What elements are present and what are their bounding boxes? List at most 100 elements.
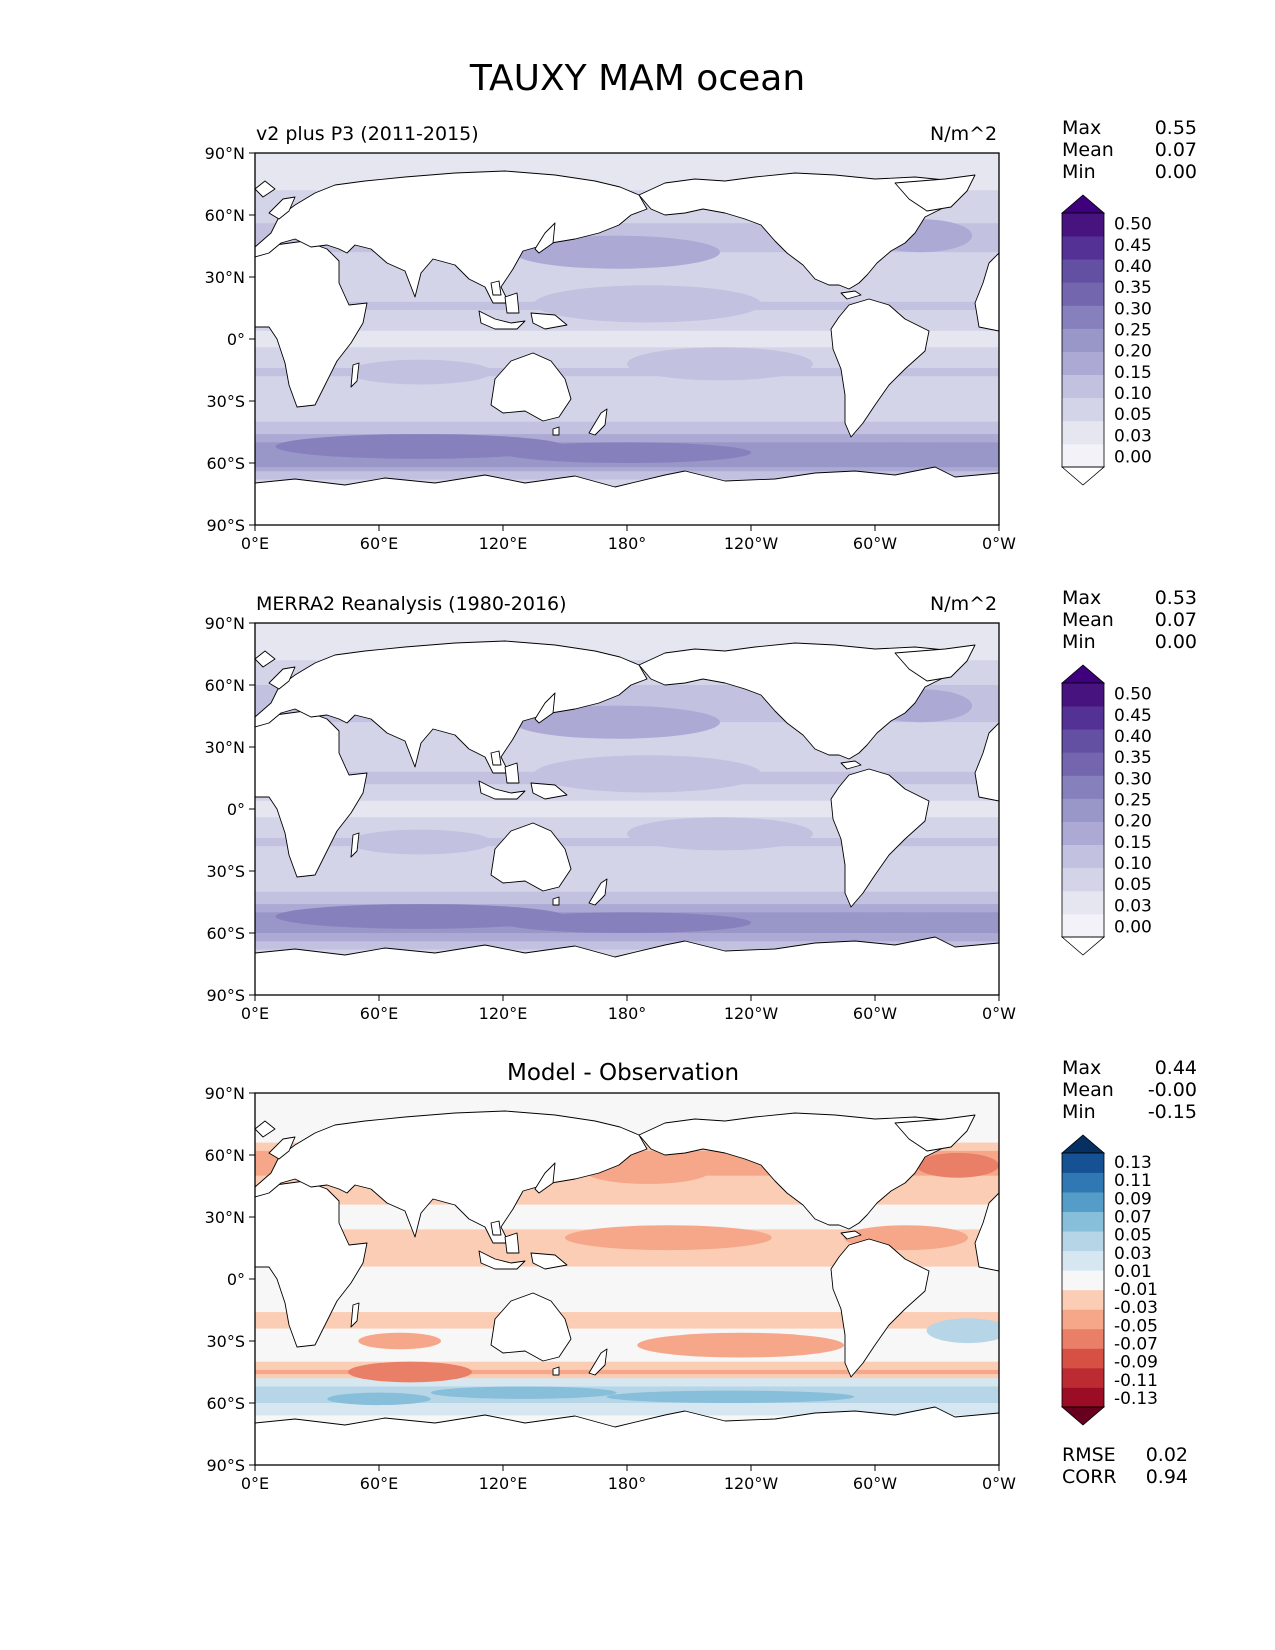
stat-max-value: 0.55 <box>1154 117 1197 139</box>
field-band <box>255 871 999 876</box>
colorbar-label: 0.01 <box>1114 1262 1152 1282</box>
field-band <box>255 1221 999 1226</box>
field-band <box>255 809 999 814</box>
y-tick-label: 0° <box>227 330 245 349</box>
field-band <box>255 153 999 158</box>
field-band <box>255 751 999 756</box>
panel-3-metrics: RMSE 0.02 CORR 0.94 <box>1062 1444 1188 1488</box>
figure-title: TAUXY MAM ocean <box>469 58 806 99</box>
y-tick-label: 30°N <box>205 1208 245 1227</box>
field-band <box>255 1295 999 1301</box>
field-band <box>255 1109 999 1115</box>
field-band <box>255 1349 999 1354</box>
colorbar-segment <box>1062 821 1104 846</box>
field-band <box>255 1398 999 1404</box>
field-band <box>255 1250 999 1255</box>
field-band <box>255 1419 999 1425</box>
colorbar-label: 0.30 <box>1114 299 1152 319</box>
colorbar-model: 0.000.030.050.100.150.200.250.300.350.40… <box>1060 194 1152 486</box>
corr-value: 0.94 <box>1145 1466 1188 1488</box>
colorbar-label: 0.10 <box>1114 854 1152 874</box>
colorbar-label: -0.01 <box>1114 1280 1158 1300</box>
field-band <box>255 883 999 889</box>
colorbar-segment <box>1062 328 1104 352</box>
field-band <box>255 623 999 628</box>
field-band <box>255 1365 999 1371</box>
field-feature <box>534 285 762 323</box>
colorbar-segment <box>1062 1367 1104 1388</box>
field-band <box>255 862 999 868</box>
field-band <box>255 945 999 951</box>
colorbar-label: 0.25 <box>1114 790 1152 810</box>
colorbar-label: 0.35 <box>1114 748 1152 768</box>
stat-max-value: 0.44 <box>1154 1057 1197 1079</box>
field-band <box>255 1312 999 1317</box>
colorbar-frame <box>1061 682 1105 938</box>
colorbar-label: 0.40 <box>1114 257 1152 277</box>
y-tick-label: 60°S <box>206 924 245 943</box>
field-band <box>255 1307 999 1313</box>
field-band <box>255 1332 999 1338</box>
field-band <box>255 829 999 835</box>
stat-label: Min <box>1062 1101 1096 1123</box>
field-band <box>255 359 999 365</box>
field-band <box>255 738 999 744</box>
y-tick-label: 30°S <box>206 1332 245 1351</box>
field-band <box>255 697 999 703</box>
colorbar-label: -0.09 <box>1114 1353 1158 1373</box>
field-feature <box>348 829 493 855</box>
field-band <box>255 627 999 632</box>
field-band <box>255 434 999 439</box>
field-band <box>255 1105 999 1111</box>
colorbar-label: 0.10 <box>1114 384 1152 404</box>
field-band <box>255 219 999 224</box>
field-band <box>255 1270 999 1276</box>
field-band <box>255 1274 999 1280</box>
field-band <box>255 177 999 183</box>
field-band <box>255 643 999 649</box>
field-band <box>255 401 999 406</box>
stat-label: Mean <box>1062 139 1114 161</box>
colorbar-segment <box>1062 729 1104 753</box>
panel-2-units: N/m^2 <box>930 593 998 615</box>
x-tick-label: 180° <box>608 1474 647 1493</box>
field-band <box>255 1386 999 1392</box>
colorbar-label: 0.00 <box>1114 447 1152 467</box>
colorbar-label: 0.20 <box>1114 812 1152 832</box>
y-tick-label: 0° <box>227 1270 245 1289</box>
field-band <box>255 330 999 336</box>
field-band <box>255 1217 999 1222</box>
x-tick-label: 0°W <box>982 1474 1016 1493</box>
field-band <box>255 169 999 175</box>
colorbar-frame <box>1061 212 1105 468</box>
x-tick-label: 0°E <box>241 1474 269 1493</box>
field-band <box>255 800 999 806</box>
colorbar-label: 0.15 <box>1114 833 1152 853</box>
colorbar-segment <box>1062 1309 1104 1330</box>
x-tick-label: 120°W <box>724 534 779 553</box>
x-tick-label: 180° <box>608 534 647 553</box>
stat-mean-value: 0.07 <box>1154 609 1197 631</box>
x-tick-label: 120°W <box>724 1474 779 1493</box>
x-tick-label: 0°W <box>982 534 1016 553</box>
field-band <box>255 858 999 864</box>
colorbar-label: 0.07 <box>1114 1208 1152 1228</box>
field-band <box>255 1266 999 1272</box>
field-band <box>255 1204 999 1210</box>
field-band <box>255 1200 999 1206</box>
y-tick-label: 60°S <box>206 454 245 473</box>
field-band <box>255 846 999 851</box>
field-band <box>255 1101 999 1106</box>
y-tick-label: 90°N <box>205 1084 245 1103</box>
field-band <box>255 937 999 942</box>
colorbar-label: -0.07 <box>1114 1335 1158 1355</box>
colorbar-segment <box>1062 397 1104 422</box>
colorbar-segment <box>1062 844 1104 869</box>
field-band <box>255 281 999 286</box>
colorbar-label: 0.03 <box>1114 426 1152 446</box>
colorbar-segment <box>1062 236 1104 260</box>
field-band <box>255 322 999 328</box>
stat-label: Mean <box>1062 1079 1114 1101</box>
field-band <box>255 421 999 427</box>
field-band <box>255 631 999 636</box>
